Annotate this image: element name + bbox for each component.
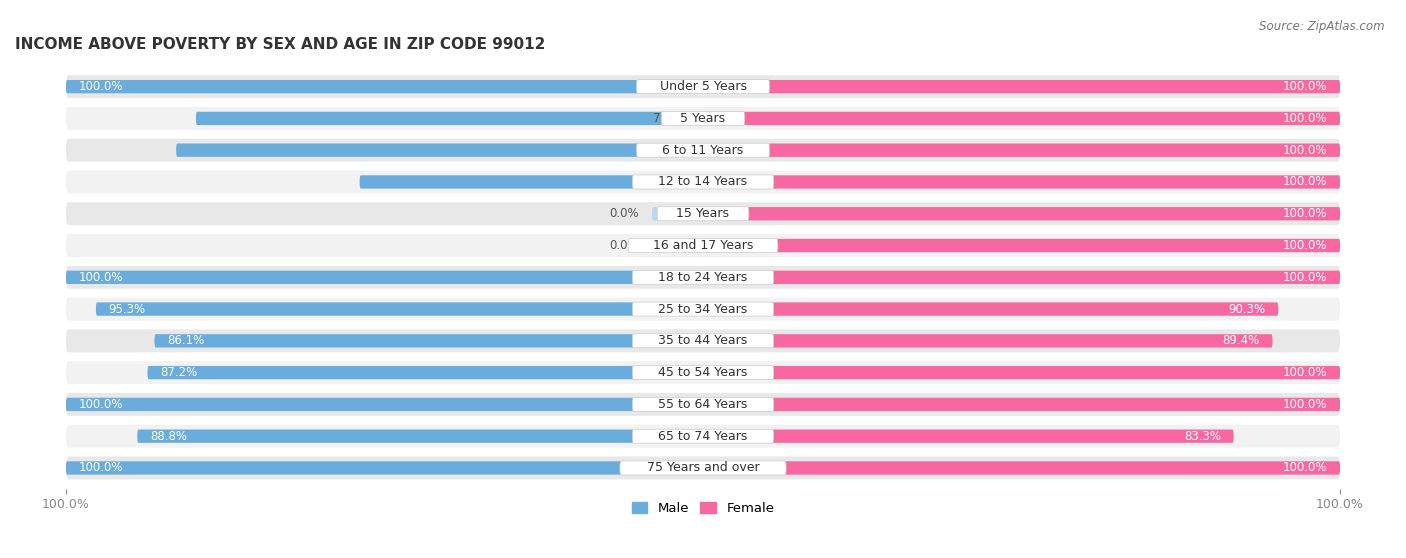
FancyBboxPatch shape — [66, 203, 1340, 225]
FancyBboxPatch shape — [652, 207, 703, 220]
FancyBboxPatch shape — [66, 361, 1340, 384]
Text: 100.0%: 100.0% — [1282, 207, 1327, 220]
Text: 90.3%: 90.3% — [1229, 302, 1265, 316]
Text: 5 Years: 5 Years — [681, 112, 725, 125]
Text: 100.0%: 100.0% — [1282, 239, 1327, 252]
Text: 87.2%: 87.2% — [160, 366, 197, 379]
Text: 53.9%: 53.9% — [654, 175, 690, 189]
FancyBboxPatch shape — [138, 430, 703, 443]
FancyBboxPatch shape — [66, 75, 1340, 98]
Text: 89.4%: 89.4% — [1223, 334, 1260, 347]
Text: Under 5 Years: Under 5 Years — [659, 80, 747, 93]
FancyBboxPatch shape — [633, 302, 773, 316]
FancyBboxPatch shape — [637, 143, 769, 157]
Text: 75 Years and over: 75 Years and over — [647, 461, 759, 474]
FancyBboxPatch shape — [66, 393, 1340, 416]
FancyBboxPatch shape — [66, 80, 703, 93]
FancyBboxPatch shape — [66, 171, 1340, 194]
FancyBboxPatch shape — [155, 334, 703, 348]
FancyBboxPatch shape — [633, 175, 773, 189]
Text: INCOME ABOVE POVERTY BY SEX AND AGE IN ZIP CODE 99012: INCOME ABOVE POVERTY BY SEX AND AGE IN Z… — [15, 37, 546, 52]
FancyBboxPatch shape — [633, 334, 773, 348]
Text: 100.0%: 100.0% — [79, 80, 124, 93]
Text: 0.0%: 0.0% — [610, 207, 640, 220]
Text: 100.0%: 100.0% — [79, 461, 124, 474]
FancyBboxPatch shape — [703, 398, 1340, 411]
FancyBboxPatch shape — [66, 139, 1340, 162]
FancyBboxPatch shape — [66, 329, 1340, 352]
FancyBboxPatch shape — [637, 80, 769, 94]
Text: 79.6%: 79.6% — [652, 112, 690, 125]
FancyBboxPatch shape — [66, 266, 1340, 288]
FancyBboxPatch shape — [66, 271, 703, 284]
FancyBboxPatch shape — [703, 112, 1340, 125]
FancyBboxPatch shape — [661, 112, 745, 126]
Text: 12 to 14 Years: 12 to 14 Years — [658, 175, 748, 189]
Text: Source: ZipAtlas.com: Source: ZipAtlas.com — [1260, 20, 1385, 32]
FancyBboxPatch shape — [703, 207, 1340, 220]
Text: 25 to 34 Years: 25 to 34 Years — [658, 302, 748, 316]
Text: 35 to 44 Years: 35 to 44 Years — [658, 334, 748, 347]
FancyBboxPatch shape — [620, 461, 786, 475]
FancyBboxPatch shape — [703, 366, 1340, 379]
FancyBboxPatch shape — [66, 456, 1340, 479]
FancyBboxPatch shape — [703, 80, 1340, 93]
Text: 100.0%: 100.0% — [79, 271, 124, 284]
FancyBboxPatch shape — [195, 112, 703, 125]
Text: 100.0%: 100.0% — [79, 398, 124, 411]
FancyBboxPatch shape — [703, 143, 1340, 157]
Text: 55 to 64 Years: 55 to 64 Years — [658, 398, 748, 411]
Text: 100.0%: 100.0% — [1282, 398, 1327, 411]
FancyBboxPatch shape — [657, 206, 749, 221]
Text: 100.0%: 100.0% — [1282, 175, 1327, 189]
FancyBboxPatch shape — [96, 302, 703, 316]
Text: 86.1%: 86.1% — [167, 334, 204, 347]
Text: 83.3%: 83.3% — [1184, 430, 1220, 442]
FancyBboxPatch shape — [360, 175, 703, 189]
Text: 15 Years: 15 Years — [676, 207, 730, 220]
FancyBboxPatch shape — [66, 297, 1340, 320]
FancyBboxPatch shape — [652, 239, 703, 252]
FancyBboxPatch shape — [66, 107, 1340, 130]
Text: 100.0%: 100.0% — [1282, 80, 1327, 93]
FancyBboxPatch shape — [148, 366, 703, 379]
FancyBboxPatch shape — [66, 398, 703, 411]
FancyBboxPatch shape — [703, 302, 1278, 316]
FancyBboxPatch shape — [66, 425, 1340, 448]
FancyBboxPatch shape — [703, 430, 1233, 443]
Text: 100.0%: 100.0% — [1282, 366, 1327, 379]
Text: 100.0%: 100.0% — [1282, 112, 1327, 125]
Text: 82.7%: 82.7% — [652, 144, 690, 157]
Text: 18 to 24 Years: 18 to 24 Years — [658, 271, 748, 284]
FancyBboxPatch shape — [703, 461, 1340, 475]
FancyBboxPatch shape — [633, 270, 773, 285]
FancyBboxPatch shape — [633, 365, 773, 379]
FancyBboxPatch shape — [66, 461, 703, 475]
FancyBboxPatch shape — [628, 238, 778, 253]
Text: 6 to 11 Years: 6 to 11 Years — [662, 144, 744, 157]
Text: 100.0%: 100.0% — [1282, 461, 1327, 474]
Text: 88.8%: 88.8% — [150, 430, 187, 442]
Text: 65 to 74 Years: 65 to 74 Years — [658, 430, 748, 442]
Text: 100.0%: 100.0% — [1282, 144, 1327, 157]
Legend: Male, Female: Male, Female — [626, 497, 780, 520]
FancyBboxPatch shape — [176, 143, 703, 157]
FancyBboxPatch shape — [66, 234, 1340, 257]
Text: 0.0%: 0.0% — [610, 239, 640, 252]
Text: 95.3%: 95.3% — [108, 302, 146, 316]
FancyBboxPatch shape — [703, 175, 1340, 189]
FancyBboxPatch shape — [703, 239, 1340, 252]
Text: 16 and 17 Years: 16 and 17 Years — [652, 239, 754, 252]
FancyBboxPatch shape — [633, 397, 773, 411]
FancyBboxPatch shape — [633, 429, 773, 443]
FancyBboxPatch shape — [703, 334, 1272, 348]
Text: 100.0%: 100.0% — [1282, 271, 1327, 284]
Text: 45 to 54 Years: 45 to 54 Years — [658, 366, 748, 379]
FancyBboxPatch shape — [703, 271, 1340, 284]
